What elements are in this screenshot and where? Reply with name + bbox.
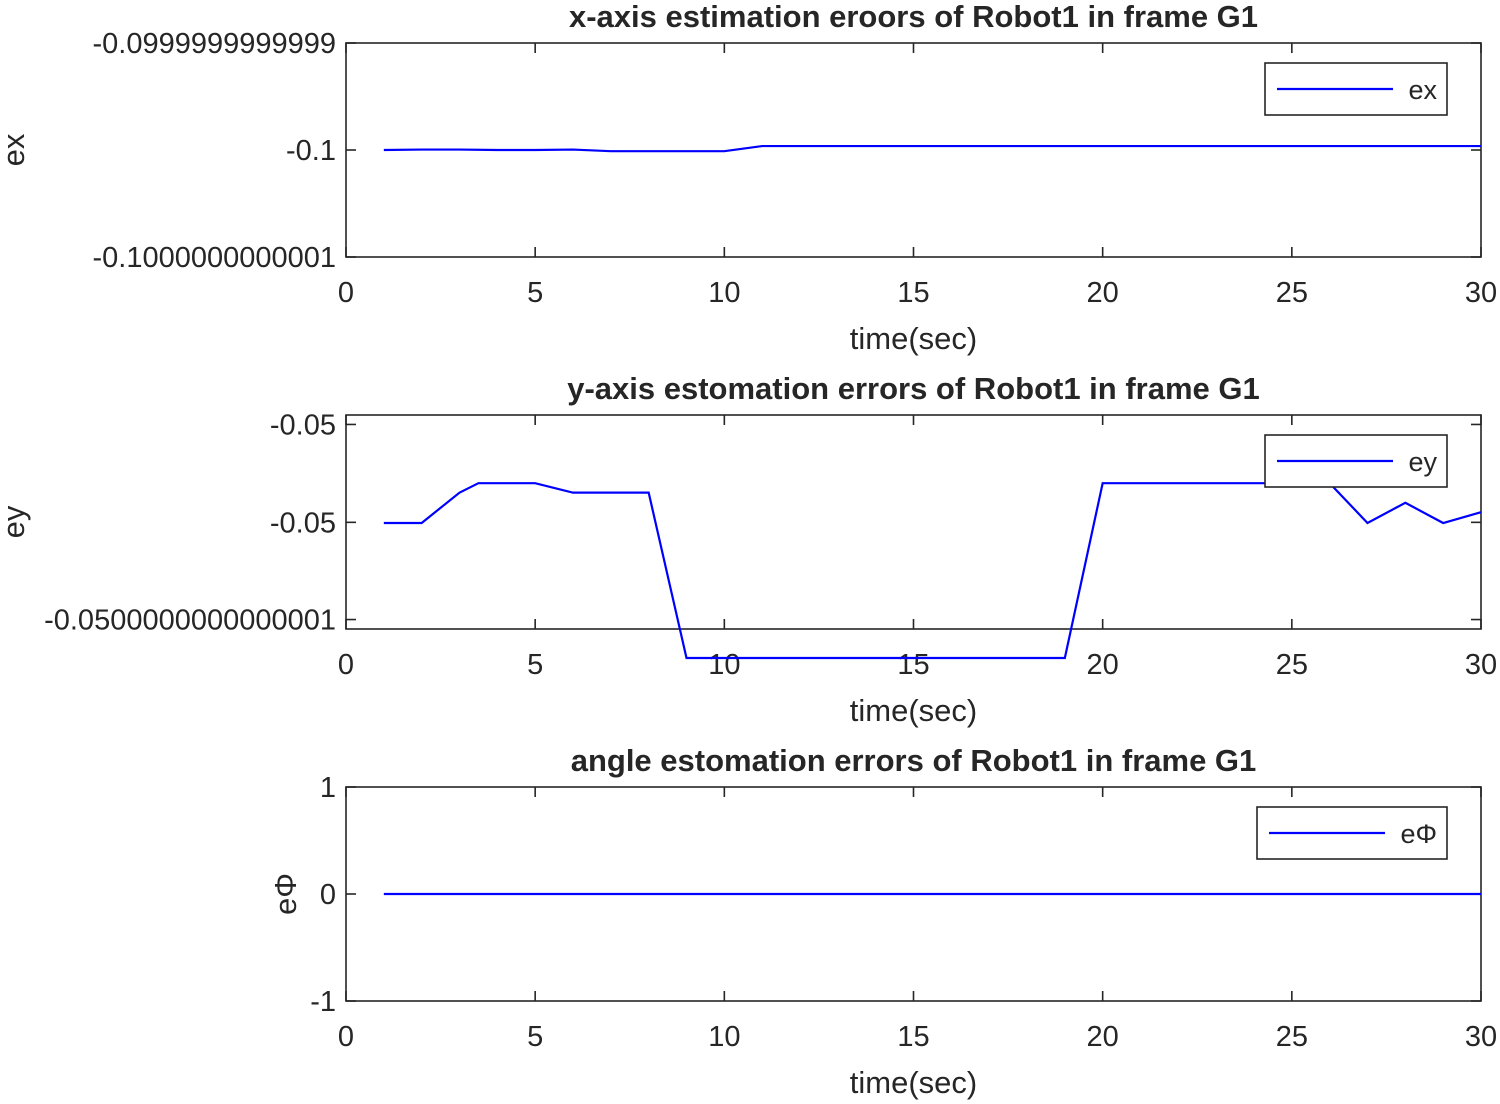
y-axis-label: eΦ — [268, 873, 303, 915]
legend: ex — [1264, 62, 1448, 116]
x-tick-label: 25 — [1276, 277, 1308, 309]
legend: eΦ — [1256, 806, 1448, 860]
x-tick-label: 25 — [1276, 1021, 1308, 1053]
x-tick-label: 15 — [897, 1021, 929, 1053]
x-tick-label: 0 — [338, 277, 354, 309]
x-tick-label: 20 — [1087, 1021, 1119, 1053]
x-tick-label: 30 — [1465, 277, 1497, 309]
series-line-ey — [383, 482, 1482, 660]
chart-title: y-axis estomation errors of Robot1 in fr… — [567, 371, 1260, 406]
y-axis-label: ey — [0, 505, 31, 538]
x-tick-label: 5 — [527, 1021, 543, 1053]
x-tick-label: 20 — [1087, 277, 1119, 309]
x-axis-label: time(sec) — [850, 321, 977, 356]
x-axis-label: time(sec) — [850, 693, 977, 728]
x-tick-label: 10 — [708, 649, 740, 681]
y-tick-label: -0.0999999999999 — [92, 28, 336, 60]
legend-label: ey — [1408, 447, 1437, 477]
y-tick-label: -1 — [310, 986, 336, 1018]
subplot-2: 0 5 10 15 20 25 30 -0.05 -0.05 -0.050000000000000… — [0, 371, 1497, 728]
legend-label: ex — [1408, 75, 1437, 105]
y-tick-label: -0.0500000000000001 — [44, 605, 336, 637]
x-tick-label: 10 — [708, 1021, 740, 1053]
legend: ey — [1264, 434, 1448, 488]
x-tick-label: 15 — [897, 649, 929, 681]
subplot-1: 0 5 10 15 20 25 30 -0.0999999999999 -0.1 -0.10000… — [0, 0, 1497, 356]
x-tick-label: 15 — [897, 277, 929, 309]
y-tick-label: -0.1000000000001 — [92, 242, 336, 274]
y-tick-label: -0.05 — [270, 409, 336, 441]
y-axis-label: ex — [0, 133, 31, 166]
x-tick-label: 10 — [708, 277, 740, 309]
x-axis-label: time(sec) — [850, 1065, 977, 1100]
legend-label: eΦ — [1400, 819, 1437, 849]
y-tick-label: -0.05 — [270, 507, 336, 539]
x-tick-label: 0 — [338, 1021, 354, 1053]
x-tick-label: 5 — [527, 277, 543, 309]
y-tick-label: 0 — [320, 879, 336, 911]
y-tick-label: -0.1 — [286, 135, 336, 167]
chart-title: x-axis estimation eroors of Robot1 in fr… — [569, 0, 1258, 34]
x-tick-label: 20 — [1087, 649, 1119, 681]
chart-title: angle estomation errors of Robot1 in fra… — [571, 743, 1257, 778]
x-tick-label: 25 — [1276, 649, 1308, 681]
x-tick-label: 0 — [338, 649, 354, 681]
series-line-ex — [383, 144, 1481, 153]
x-tick-label: 30 — [1465, 649, 1497, 681]
x-tick-label: 30 — [1465, 1021, 1497, 1053]
y-tick-label: 1 — [320, 772, 336, 804]
x-tick-label: 5 — [527, 649, 543, 681]
